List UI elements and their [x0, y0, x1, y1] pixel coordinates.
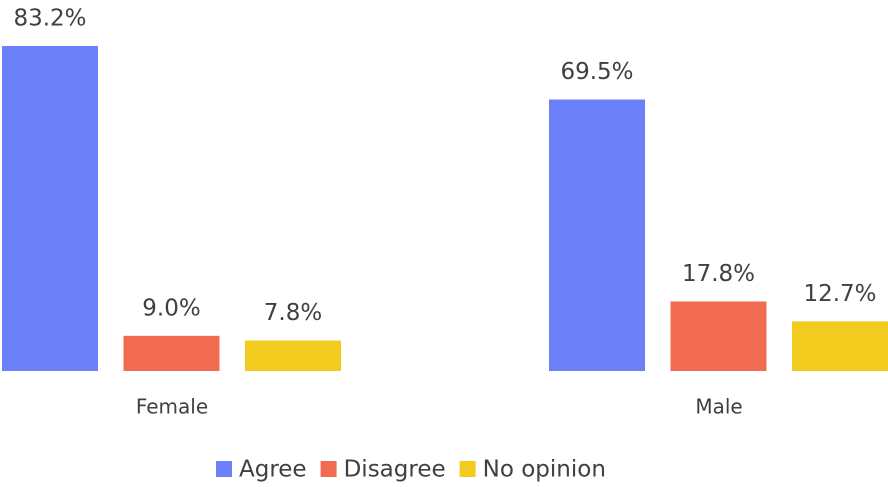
legend-swatch [216, 461, 232, 477]
data-label: 9.0% [142, 295, 200, 321]
legend: Agree Disagree No opinion [216, 457, 606, 483]
data-label: 7.8% [264, 300, 322, 326]
x-tick-label: Female [136, 395, 208, 419]
bar [792, 321, 888, 371]
legend-label: Agree [239, 457, 307, 483]
data-label: 83.2% [13, 6, 86, 32]
data-label: 17.8% [682, 261, 755, 287]
legend-swatch [320, 461, 337, 477]
x-tick-label: Male [695, 395, 742, 419]
data-label: 69.5% [560, 59, 633, 85]
bar [245, 340, 341, 371]
data-label: 12.7% [803, 281, 876, 307]
legend-swatch [459, 461, 476, 477]
bar [2, 46, 98, 371]
legend-label: Disagree [344, 457, 446, 483]
bar [670, 301, 767, 371]
bar [123, 335, 220, 371]
legend-label: No opinion [483, 457, 606, 483]
bar [549, 99, 645, 371]
